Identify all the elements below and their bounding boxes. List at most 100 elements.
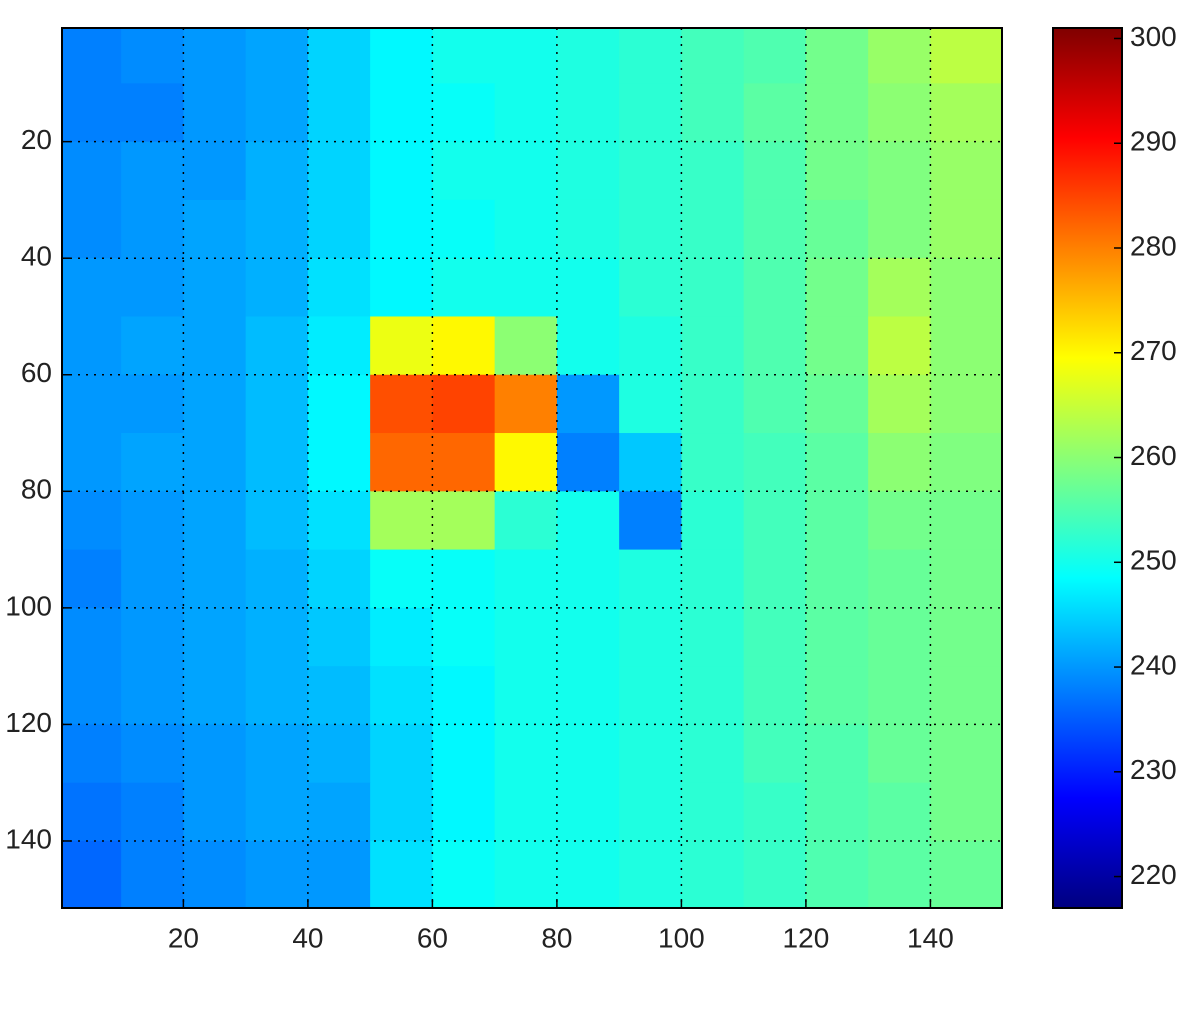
heat-cell bbox=[121, 491, 184, 551]
heat-cell bbox=[930, 549, 1003, 609]
heat-cell bbox=[556, 607, 620, 667]
heat-cell bbox=[183, 607, 247, 667]
heat-cell bbox=[307, 374, 371, 434]
heat-cell bbox=[681, 840, 745, 909]
heat-cell bbox=[681, 83, 745, 143]
heat-cell bbox=[556, 199, 620, 259]
heat-cell bbox=[432, 840, 496, 909]
y-tick-label: 120 bbox=[5, 707, 52, 738]
heat-cell bbox=[805, 724, 869, 784]
y-tick-label: 140 bbox=[5, 823, 52, 854]
heat-cell bbox=[743, 840, 807, 909]
heat-cell bbox=[62, 316, 122, 376]
heat-cell bbox=[121, 840, 184, 909]
colorbar-tick-label: 290 bbox=[1130, 126, 1177, 157]
heat-cell bbox=[556, 374, 620, 434]
x-tick-label: 100 bbox=[658, 922, 705, 953]
colorbar-tick-label: 250 bbox=[1130, 545, 1177, 576]
heat-cell bbox=[930, 258, 1003, 318]
heat-cell bbox=[183, 433, 247, 492]
heat-cell bbox=[494, 491, 558, 551]
heat-cell bbox=[868, 316, 932, 376]
heat-cell bbox=[62, 491, 122, 551]
heat-cell bbox=[121, 724, 184, 784]
heat-cell bbox=[805, 141, 869, 201]
heat-cell bbox=[681, 199, 745, 259]
y-tick-label: 100 bbox=[5, 590, 52, 621]
heat-cell bbox=[183, 83, 247, 143]
heat-cell bbox=[370, 83, 433, 143]
heat-cell bbox=[245, 607, 309, 667]
heat-cell bbox=[556, 840, 620, 909]
heat-cell bbox=[556, 491, 620, 551]
heat-cell bbox=[805, 491, 869, 551]
heat-cell bbox=[868, 491, 932, 551]
x-tick-label: 60 bbox=[417, 922, 448, 953]
heat-cell bbox=[868, 607, 932, 667]
heat-cell bbox=[370, 549, 433, 609]
heat-cell bbox=[681, 666, 745, 726]
heat-cell bbox=[805, 782, 869, 842]
heat-cell bbox=[307, 782, 371, 842]
heat-cell bbox=[183, 491, 247, 551]
heat-cell bbox=[307, 433, 371, 492]
heat-cell bbox=[62, 607, 122, 667]
heat-cell bbox=[619, 724, 683, 784]
heat-cell bbox=[494, 316, 558, 376]
heat-cell bbox=[743, 199, 807, 259]
x-tick-label: 140 bbox=[907, 922, 954, 953]
heat-cell bbox=[307, 199, 371, 259]
heat-cell bbox=[307, 840, 371, 909]
heat-cell bbox=[805, 199, 869, 259]
heat-cell bbox=[868, 840, 932, 909]
heat-cell bbox=[930, 83, 1003, 143]
heat-cell bbox=[307, 258, 371, 318]
heat-cell bbox=[121, 199, 184, 259]
heat-cell bbox=[432, 549, 496, 609]
heat-cell bbox=[183, 199, 247, 259]
heat-cell bbox=[805, 433, 869, 492]
heat-cell bbox=[494, 83, 558, 143]
heat-cell bbox=[805, 316, 869, 376]
heat-cell bbox=[681, 258, 745, 318]
heat-cell bbox=[432, 316, 496, 376]
heat-cell bbox=[556, 83, 620, 143]
heat-cell bbox=[743, 549, 807, 609]
heat-cell bbox=[681, 28, 745, 84]
heat-cell bbox=[930, 666, 1003, 726]
heat-cell bbox=[370, 433, 433, 492]
heat-cell bbox=[62, 433, 122, 492]
heat-cell bbox=[556, 724, 620, 784]
heat-cell bbox=[245, 199, 309, 259]
x-tick-label: 40 bbox=[292, 922, 323, 953]
heat-cell bbox=[619, 374, 683, 434]
heat-cell bbox=[62, 840, 122, 909]
heat-cell bbox=[121, 374, 184, 434]
heat-cell bbox=[307, 724, 371, 784]
heat-cell bbox=[681, 374, 745, 434]
heat-cell bbox=[805, 374, 869, 434]
heat-cell bbox=[805, 549, 869, 609]
heat-cell bbox=[370, 840, 433, 909]
heat-cell bbox=[62, 141, 122, 201]
heat-cell bbox=[805, 28, 869, 84]
heat-cell bbox=[370, 666, 433, 726]
y-tick-label: 60 bbox=[21, 357, 52, 388]
heat-cell bbox=[183, 28, 247, 84]
heat-cell bbox=[62, 199, 122, 259]
heat-cell bbox=[743, 607, 807, 667]
heat-cell bbox=[494, 840, 558, 909]
heat-cell bbox=[121, 258, 184, 318]
heat-cell bbox=[307, 28, 371, 84]
heat-cell bbox=[121, 28, 184, 84]
heat-cell bbox=[245, 374, 309, 434]
heat-cell bbox=[370, 258, 433, 318]
heat-cell bbox=[121, 316, 184, 376]
heat-cell bbox=[556, 782, 620, 842]
heat-cell bbox=[930, 433, 1003, 492]
heat-cell bbox=[62, 258, 122, 318]
heat-cell bbox=[930, 316, 1003, 376]
heat-cell bbox=[805, 258, 869, 318]
heat-cell bbox=[868, 666, 932, 726]
heat-cell bbox=[62, 549, 122, 609]
